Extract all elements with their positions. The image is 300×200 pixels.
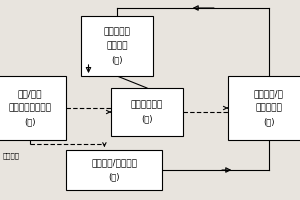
Text: 输信号：: 输信号： — [3, 153, 20, 159]
Bar — [81, 16, 153, 76]
Text: 可编程三维: 可编程三维 — [103, 27, 130, 36]
Text: 运动系统: 运动系统 — [106, 42, 128, 50]
Bar — [0, 76, 66, 140]
Text: 显微成像系统: 显微成像系统 — [131, 100, 163, 110]
Text: 自动控制/数: 自动控制/数 — [254, 90, 284, 98]
Bar — [111, 88, 183, 136]
Bar — [66, 150, 162, 190]
Text: 据处理系统: 据处理系统 — [255, 104, 282, 112]
Text: (５): (５) — [263, 118, 274, 127]
Text: (２): (２) — [108, 172, 120, 182]
Text: (１): (１) — [24, 118, 36, 127]
Text: 数据采集/放大系统: 数据采集/放大系统 — [91, 158, 137, 167]
Text: (３): (３) — [141, 114, 153, 123]
Text: 信息检测电极单元: 信息检测电极单元 — [8, 104, 52, 112]
Text: 离子/分子: 离子/分子 — [18, 90, 42, 98]
Bar — [228, 76, 300, 140]
Text: (４): (４) — [111, 55, 123, 64]
